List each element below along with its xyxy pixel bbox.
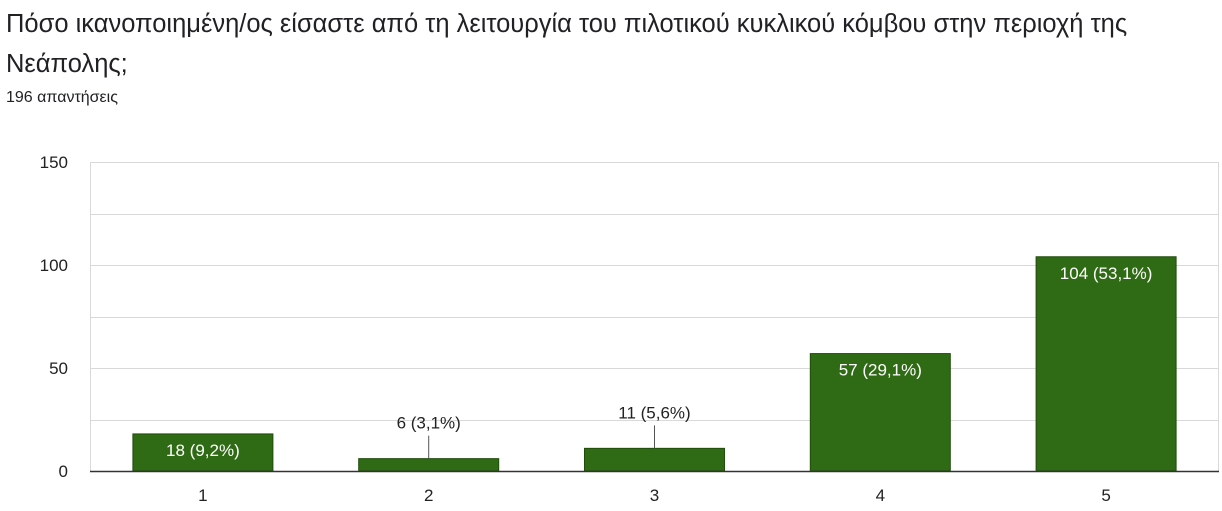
question-title: Πόσο ικανοποιημένη/ος είσαστε από τη λει… bbox=[6, 10, 1128, 78]
x-tick-label: 3 bbox=[650, 486, 659, 505]
x-tick-label: 4 bbox=[876, 486, 885, 505]
y-tick-label: 150 bbox=[40, 153, 68, 172]
y-tick-label: 0 bbox=[59, 462, 68, 481]
x-tick-label: 2 bbox=[424, 486, 433, 505]
x-tick-label: 1 bbox=[198, 486, 207, 505]
data-label: 18 (9,2%) bbox=[166, 441, 240, 460]
bar bbox=[584, 447, 725, 472]
y-tick-label: 50 bbox=[49, 359, 68, 378]
data-label: 57 (29,1%) bbox=[839, 361, 922, 380]
y-tick-label: 100 bbox=[40, 256, 68, 275]
data-label: 11 (5,6%) bbox=[618, 403, 690, 422]
bar bbox=[1035, 256, 1177, 472]
response-count: 196 απαντήσεις bbox=[6, 89, 118, 106]
bar bbox=[132, 433, 274, 472]
data-label: 6 (3,1%) bbox=[397, 414, 461, 433]
data-label: 104 (53,1%) bbox=[1060, 264, 1153, 283]
bar bbox=[358, 458, 500, 472]
x-tick-label: 5 bbox=[1101, 486, 1110, 505]
